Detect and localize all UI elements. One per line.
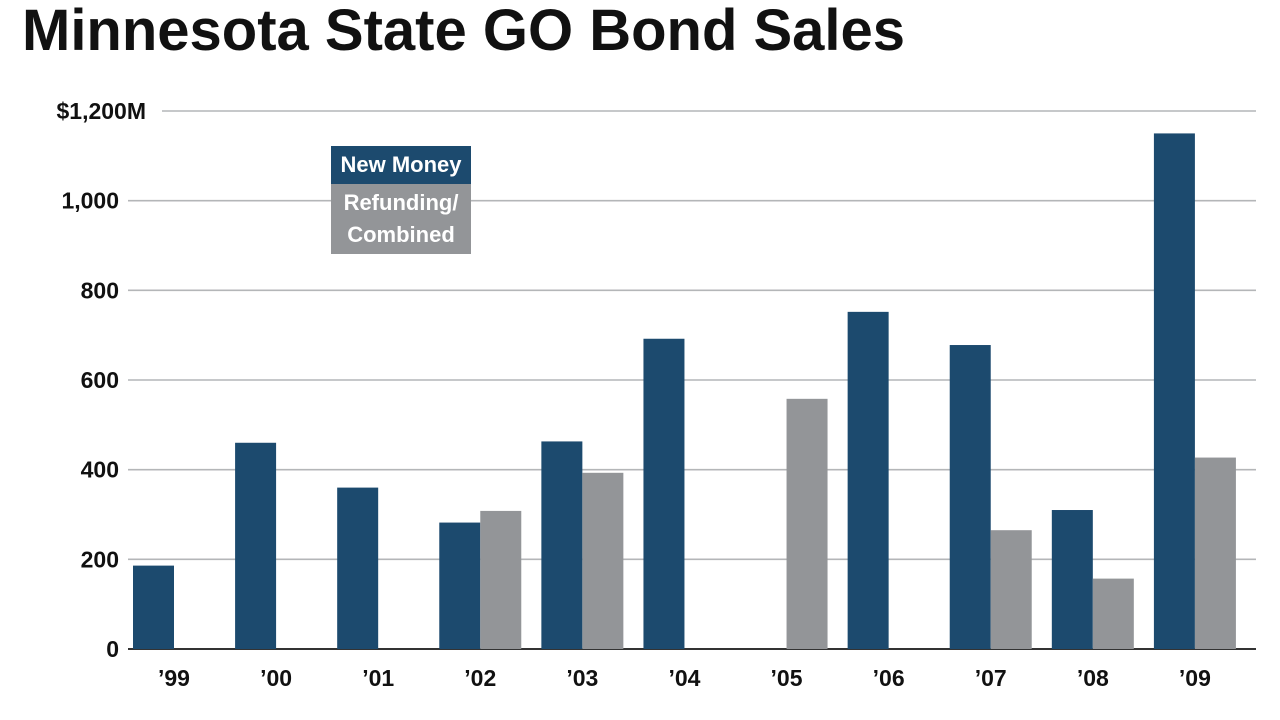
bar-refunding	[582, 472, 624, 649]
y-tick-label: 1,000	[61, 188, 119, 214]
y-axis-ticks: 0 200 400 600 800 1,000 $1,200M	[56, 98, 146, 662]
bar-new-money	[439, 522, 481, 649]
legend-swatch-refunding	[331, 184, 471, 254]
y-tick-label: 0	[106, 636, 119, 662]
bar-refunding	[1092, 578, 1134, 649]
bar-new-money	[235, 442, 277, 649]
bar-new-money	[1153, 133, 1195, 649]
x-tick-label: ’99	[158, 665, 190, 691]
legend-label-new-money: New Money	[340, 152, 462, 177]
bar-new-money	[1051, 510, 1093, 649]
y-tick-label: 800	[81, 277, 119, 303]
x-tick-label: ’09	[1179, 665, 1211, 691]
x-axis-ticks: ’99 ’00 ’01 ’02 ’03 ’04 ’05 ’06 ’07 ’08 ’09	[158, 665, 1211, 691]
bar-new-money	[541, 441, 583, 649]
chart-title: Minnesota State GO Bond Sales	[22, 0, 905, 63]
x-tick-label: ’04	[668, 665, 700, 691]
bar-new-money	[643, 338, 685, 649]
x-tick-label: ’06	[873, 665, 905, 691]
x-tick-label: ’08	[1077, 665, 1109, 691]
bar-new-money	[949, 345, 991, 649]
x-tick-label: ’07	[975, 665, 1007, 691]
x-tick-label: ’05	[771, 665, 803, 691]
legend: New Money Refunding/Combined	[331, 146, 471, 254]
bar-refunding	[1194, 457, 1236, 649]
y-tick-label: 400	[81, 457, 119, 483]
x-tick-label: ’02	[464, 665, 496, 691]
bar-refunding	[480, 510, 522, 649]
bar-new-money	[847, 311, 889, 649]
bars	[133, 133, 1236, 649]
y-tick-label: 600	[81, 367, 119, 393]
x-tick-label: ’03	[566, 665, 598, 691]
y-tick-label: $1,200M	[56, 98, 146, 124]
bar-refunding	[990, 530, 1032, 649]
legend-swatch-new-money	[331, 146, 471, 184]
legend-label-refunding: Combined	[347, 222, 455, 247]
x-tick-label: ’00	[260, 665, 292, 691]
legend-label-refunding: Refunding/	[344, 190, 459, 215]
bar-new-money	[133, 565, 174, 649]
x-tick-label: ’01	[362, 665, 394, 691]
bar-new-money	[337, 487, 379, 649]
y-tick-label: 200	[81, 546, 119, 572]
bar-refunding	[786, 398, 828, 649]
